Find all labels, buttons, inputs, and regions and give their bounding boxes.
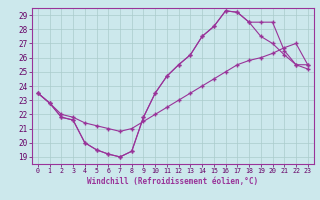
X-axis label: Windchill (Refroidissement éolien,°C): Windchill (Refroidissement éolien,°C) xyxy=(87,177,258,186)
